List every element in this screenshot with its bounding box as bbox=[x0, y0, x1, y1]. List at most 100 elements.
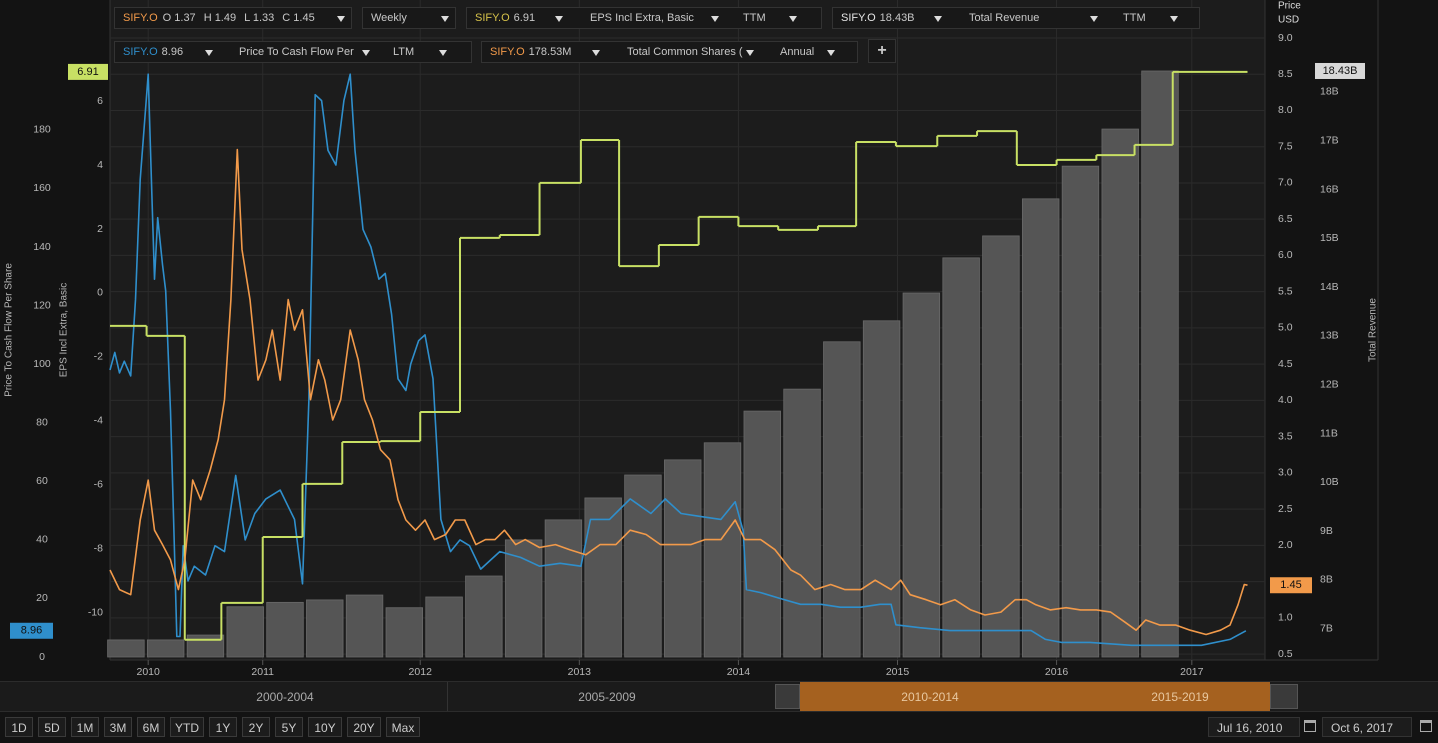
study[interactable]: SIFY.O 6.91 EPS Incl Extra, Basic TTM bbox=[466, 7, 822, 29]
dropdown[interactable] bbox=[746, 50, 754, 56]
y-axis-unit: USD bbox=[1278, 15, 1299, 26]
y-tick-label: 5.0 bbox=[1278, 322, 1293, 334]
dropdown[interactable] bbox=[337, 16, 345, 22]
interval[interactable]: Weekly bbox=[362, 7, 456, 29]
bar bbox=[624, 474, 662, 658]
study-value: 18.43B bbox=[879, 12, 915, 24]
badge-box bbox=[68, 63, 108, 80]
badge-box bbox=[1315, 62, 1365, 79]
study[interactable]: SIFY.O 18.43B Total Revenue TTM bbox=[832, 7, 1200, 29]
y-tick-label: 13B bbox=[1320, 330, 1339, 342]
x-tick-label: 2010 bbox=[137, 666, 161, 678]
range-button[interactable]: 1D bbox=[5, 717, 33, 737]
dropdown[interactable] bbox=[1090, 16, 1098, 22]
dropdown[interactable] bbox=[827, 50, 835, 56]
dropdown[interactable] bbox=[592, 50, 600, 56]
dropdown[interactable] bbox=[439, 50, 447, 56]
bar bbox=[862, 320, 901, 658]
add-button[interactable]: + bbox=[868, 39, 896, 63]
separator bbox=[447, 682, 448, 711]
end-date[interactable]: Oct 6, 2017 bbox=[1322, 717, 1412, 737]
y-tick-label: 9.0 bbox=[1278, 32, 1293, 44]
range-button[interactable]: 5Y bbox=[275, 717, 303, 737]
field: EPS Incl Extra, Basic bbox=[590, 12, 694, 24]
bar bbox=[584, 497, 622, 658]
dropdown[interactable] bbox=[1170, 16, 1178, 22]
study-value: 178.53M bbox=[528, 46, 572, 58]
y-axis-title: EPS Incl Extra, Basic bbox=[59, 283, 70, 377]
study[interactable]: SIFY.O 178.53M Total Common Shares ( Ann… bbox=[481, 41, 858, 63]
badge-label: 1.45 bbox=[1280, 579, 1301, 591]
dropdown[interactable] bbox=[362, 50, 370, 56]
range-button[interactable]: 3M bbox=[104, 717, 132, 737]
bar bbox=[544, 519, 583, 658]
y-axis-title: Price bbox=[1278, 1, 1301, 12]
period: TTM bbox=[743, 12, 766, 24]
range-selection[interactable] bbox=[800, 682, 1270, 711]
y-tick-label: 0 bbox=[39, 651, 45, 663]
y-tick-label: 8B bbox=[1320, 574, 1333, 586]
range-button[interactable]: 5D bbox=[38, 717, 66, 737]
bar bbox=[465, 575, 503, 658]
bar bbox=[385, 607, 424, 658]
x-tick-label: 2011 bbox=[251, 666, 274, 678]
range-button[interactable]: YTD bbox=[170, 717, 204, 737]
y-tick-label: 4.0 bbox=[1278, 394, 1293, 406]
range-handle[interactable] bbox=[1270, 684, 1298, 709]
price-study[interactable]: SIFY.O O 1.37 H 1.49 L 1.33 C 1.45 bbox=[114, 7, 352, 29]
field: Total Revenue bbox=[969, 12, 1040, 24]
range-button[interactable]: 6M bbox=[137, 717, 165, 737]
y-tick-label: 15B bbox=[1320, 232, 1339, 244]
y-tick-label: 17B bbox=[1320, 135, 1339, 147]
calendar-icon[interactable] bbox=[1420, 720, 1432, 732]
y-tick-label: 10B bbox=[1320, 476, 1339, 488]
range-handle[interactable] bbox=[775, 684, 800, 709]
x-tick-label: 2013 bbox=[568, 666, 592, 678]
y-tick-label: 4 bbox=[97, 159, 103, 171]
y-tick-label: 100 bbox=[33, 358, 51, 370]
badge-box bbox=[10, 622, 53, 639]
y-tick-label: 60 bbox=[36, 475, 48, 487]
symbol: SIFY.O bbox=[490, 46, 525, 58]
range-button[interactable]: 2Y bbox=[242, 717, 270, 737]
y-tick-label: -2 bbox=[94, 351, 103, 363]
symbol: SIFY.O bbox=[841, 12, 876, 24]
range-button[interactable]: 20Y bbox=[347, 717, 381, 737]
dropdown[interactable] bbox=[441, 16, 449, 22]
bar bbox=[703, 442, 742, 658]
bar bbox=[186, 634, 225, 658]
range-button[interactable]: 1M bbox=[71, 717, 99, 737]
badge-box bbox=[1270, 577, 1312, 594]
y-tick-label: 14B bbox=[1320, 281, 1339, 293]
range-label: 2015-2019 bbox=[1151, 690, 1209, 704]
y-tick-label: 120 bbox=[33, 299, 51, 311]
range-button[interactable]: 1Y bbox=[209, 717, 237, 737]
y-tick-label: 3.5 bbox=[1278, 430, 1293, 442]
dropdown[interactable] bbox=[789, 16, 797, 22]
dropdown[interactable] bbox=[711, 16, 719, 22]
y-tick-label: 20 bbox=[36, 592, 48, 604]
dropdown[interactable] bbox=[934, 16, 942, 22]
dropdown[interactable] bbox=[205, 50, 213, 56]
range-button[interactable]: Max bbox=[386, 717, 420, 737]
y-tick-label: 2 bbox=[97, 223, 103, 235]
y-tick-label: 16B bbox=[1320, 183, 1339, 195]
y-tick-label: 6.5 bbox=[1278, 213, 1293, 225]
open: O 1.37 bbox=[162, 12, 196, 24]
y-tick-label: 0 bbox=[97, 287, 103, 299]
field: Total Common Shares ( bbox=[627, 46, 743, 58]
x-tick-label: 2017 bbox=[1180, 666, 1204, 678]
range-button[interactable]: 10Y bbox=[308, 717, 342, 737]
dropdown[interactable] bbox=[555, 16, 563, 22]
low: L 1.33 bbox=[244, 12, 275, 24]
study[interactable]: SIFY.O 8.96 Price To Cash Flow Per LTM bbox=[114, 41, 472, 63]
y-tick-label: 140 bbox=[33, 241, 51, 253]
y-tick-label: 1.0 bbox=[1278, 612, 1293, 624]
y-tick-label: -8 bbox=[94, 543, 103, 555]
y-tick-label: 18B bbox=[1320, 86, 1339, 98]
calendar-icon[interactable] bbox=[1304, 720, 1316, 732]
range-label: 2005-2009 bbox=[578, 690, 636, 704]
start-date[interactable]: Jul 16, 2010 bbox=[1208, 717, 1300, 737]
bar bbox=[266, 601, 304, 658]
symbol: SIFY.O bbox=[123, 46, 158, 58]
